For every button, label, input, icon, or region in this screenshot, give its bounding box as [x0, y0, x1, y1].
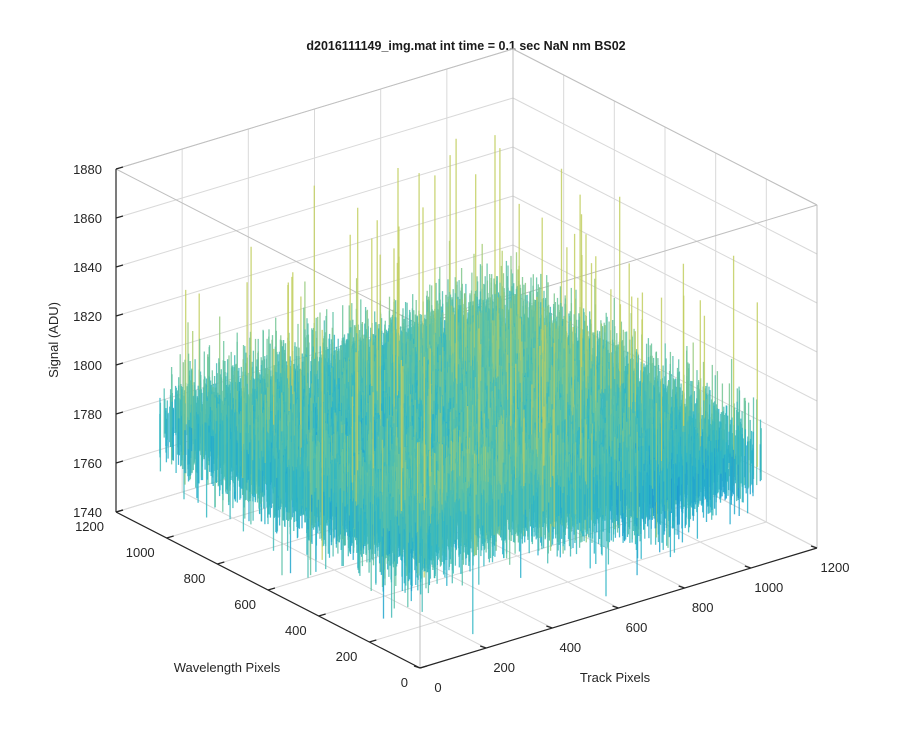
- grid-line-y: [369, 521, 767, 643]
- chart-title: d2016111149_img.mat int time = 0.1 sec N…: [306, 39, 625, 53]
- surface-plot: [159, 135, 762, 635]
- grid-line-z: [512, 146, 818, 304]
- grid-line-z: [512, 97, 818, 255]
- box-edge: [512, 48, 818, 206]
- grid-line-z: [512, 244, 818, 402]
- box-edge: [115, 168, 421, 326]
- box-edge: [115, 48, 514, 170]
- grid-line-z: [512, 195, 818, 353]
- grid-line-z: [115, 97, 514, 219]
